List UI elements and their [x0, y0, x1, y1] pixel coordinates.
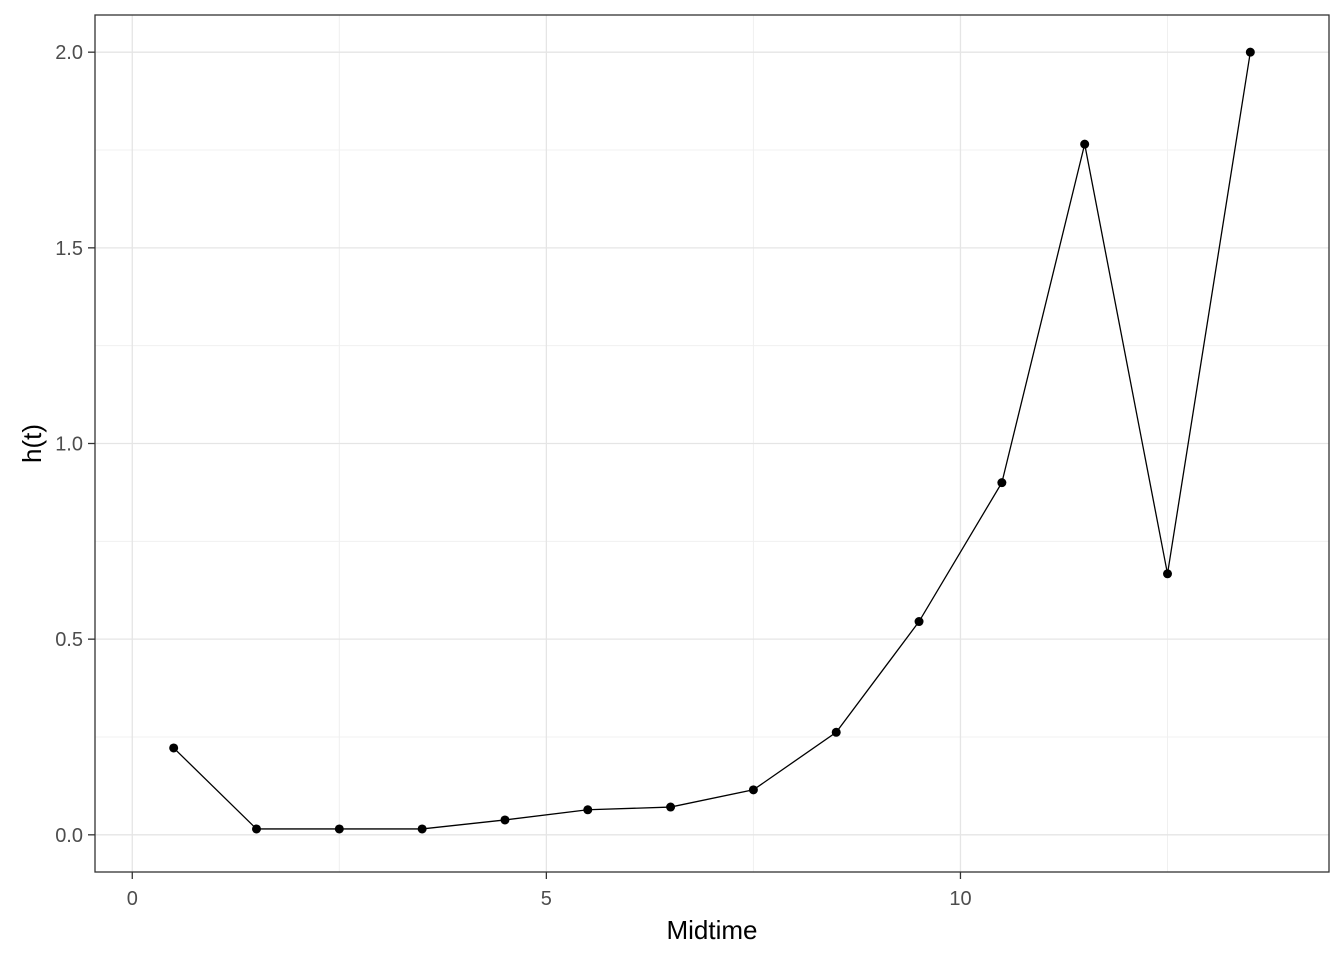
data-point [1245, 47, 1255, 57]
data-point [1080, 139, 1090, 149]
data-point [251, 824, 261, 834]
data-point [583, 805, 593, 815]
y-axis: 0.0 0.5 1.0 1.5 2.0 [55, 42, 95, 847]
data-point [500, 815, 510, 825]
y-tick-label: 1.5 [55, 238, 83, 260]
data-point [997, 478, 1007, 488]
y-tick-label: 2.0 [55, 42, 83, 64]
minor-gridlines [95, 15, 1329, 872]
data-point [1163, 569, 1173, 579]
x-tick-label: 5 [541, 888, 552, 910]
x-axis-title: Midtime [666, 915, 757, 945]
x-axis: 0 5 10 [127, 872, 972, 910]
series-line [173, 52, 1251, 830]
data-point [748, 785, 758, 795]
y-axis-title: h(t) [17, 424, 47, 463]
data-point [334, 824, 344, 834]
data-point [417, 824, 427, 834]
y-tick-label: 0.0 [55, 825, 83, 847]
x-tick-label: 0 [127, 888, 138, 910]
y-tick-label: 0.5 [55, 629, 83, 651]
data-point [914, 617, 924, 627]
data-point [666, 802, 676, 812]
y-tick-label: 1.0 [55, 434, 83, 456]
data-point [831, 727, 841, 737]
major-gridlines [95, 15, 1329, 872]
x-tick-label: 10 [949, 888, 971, 910]
series-layer [169, 47, 1255, 834]
data-point [169, 743, 179, 753]
